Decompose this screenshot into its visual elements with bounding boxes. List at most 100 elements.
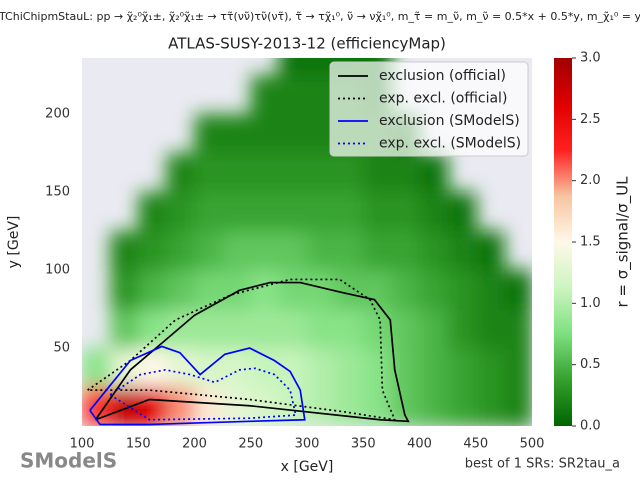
heat-cell bbox=[475, 387, 505, 426]
heat-cell bbox=[419, 348, 449, 388]
heat-cell bbox=[222, 231, 252, 271]
heat-cell bbox=[335, 387, 364, 426]
heat-cell bbox=[307, 231, 336, 271]
legend-label: exp. excl. (SModelS) bbox=[379, 136, 521, 152]
heat-cell bbox=[194, 114, 224, 154]
heat-cell bbox=[166, 270, 195, 310]
heat-cell bbox=[250, 270, 280, 310]
contour-line bbox=[94, 281, 410, 423]
heat-cell bbox=[138, 348, 167, 388]
legend-box bbox=[329, 61, 529, 157]
heat-cell bbox=[335, 348, 364, 388]
heat-cell bbox=[447, 309, 477, 349]
heat-cell bbox=[475, 270, 505, 310]
supertitle: TChiChipmStauL: pp → χ̃₂⁰χ̃₁±, χ̃₂⁰χ̃₁± … bbox=[0, 10, 640, 23]
heat-cell bbox=[307, 153, 336, 193]
x-tick-label: 300 bbox=[295, 437, 320, 452]
y-tick-label: 150 bbox=[45, 185, 70, 200]
heat-cell bbox=[278, 231, 308, 271]
heat-cell bbox=[222, 153, 252, 193]
heat-cell bbox=[391, 192, 420, 232]
x-axis-label: x [GeV] bbox=[281, 459, 334, 475]
heat-cell bbox=[278, 309, 308, 349]
heat-cell bbox=[250, 309, 280, 349]
heat-cell bbox=[363, 231, 392, 271]
heat-cell bbox=[278, 75, 308, 115]
colorbar-label: r = σ_signal/σ_UL bbox=[614, 176, 633, 308]
heat-cell bbox=[166, 192, 195, 232]
heat-cell bbox=[250, 75, 280, 115]
chart-title: ATLAS-SUSY-2013-12 (efficiencyMap) bbox=[168, 35, 446, 53]
heat-cell bbox=[307, 58, 336, 76]
heat-cell bbox=[503, 309, 532, 349]
heat-cell bbox=[278, 192, 308, 232]
heat-cell bbox=[166, 231, 195, 271]
heat-cell bbox=[447, 270, 477, 310]
y-axis-label: y [GeV] bbox=[6, 216, 22, 269]
heat-cell bbox=[166, 153, 195, 193]
heat-cell bbox=[503, 270, 532, 310]
heat-cell bbox=[222, 192, 252, 232]
contour-line bbox=[109, 367, 297, 421]
legend: exclusion (official) exp. excl. (official… bbox=[329, 61, 529, 157]
legend-label: exclusion (official) bbox=[379, 68, 506, 84]
colorbar-tick-label: 1.0 bbox=[580, 296, 601, 311]
heatmap bbox=[82, 58, 532, 426]
heat-cell bbox=[194, 153, 224, 193]
colorbar-tick-label: 0.0 bbox=[580, 419, 601, 434]
heat-cell bbox=[335, 153, 364, 193]
x-tick-label: 200 bbox=[182, 437, 207, 452]
heat-cell bbox=[222, 114, 252, 154]
x-tick-label: 350 bbox=[351, 437, 376, 452]
heat-cell bbox=[307, 387, 336, 426]
heat-cell bbox=[194, 270, 224, 310]
heat-cell bbox=[250, 231, 280, 271]
heat-cell bbox=[278, 153, 308, 193]
colorbar-tick-label: 2.5 bbox=[580, 112, 601, 127]
y-tick-label: 50 bbox=[53, 341, 70, 356]
heat-cell bbox=[419, 153, 449, 193]
footer: best of 1 SRs: SR2tau_a bbox=[465, 457, 620, 472]
heat-cell bbox=[419, 387, 449, 426]
heat-cell bbox=[391, 309, 420, 349]
heat-cell bbox=[335, 270, 364, 310]
heat-cell bbox=[82, 348, 111, 388]
heat-cell bbox=[419, 309, 449, 349]
x-tick-label: 500 bbox=[520, 437, 545, 452]
colorbar bbox=[554, 58, 572, 426]
heat-cell bbox=[110, 387, 139, 426]
heat-cell bbox=[138, 387, 167, 426]
heat-cell bbox=[363, 348, 392, 388]
contours bbox=[87, 278, 410, 426]
heat-cell bbox=[335, 192, 364, 232]
heat-cell bbox=[250, 153, 280, 193]
heat-cell bbox=[194, 192, 224, 232]
contour-line bbox=[89, 345, 306, 426]
heat-cell bbox=[110, 231, 139, 271]
colorbar-tick-label: 1.5 bbox=[580, 235, 601, 250]
heat-cell bbox=[307, 348, 336, 388]
heat-cell bbox=[278, 348, 308, 388]
heat-cell bbox=[307, 192, 336, 232]
heat-cell bbox=[419, 192, 449, 232]
heat-cell bbox=[503, 387, 532, 426]
heat-cell bbox=[194, 387, 224, 426]
heat-cell bbox=[138, 270, 167, 310]
y-tick-label: 100 bbox=[45, 263, 70, 278]
heat-cell bbox=[138, 231, 167, 271]
heat-cell bbox=[447, 387, 477, 426]
heat-cell bbox=[391, 153, 420, 193]
heat-cell bbox=[335, 231, 364, 271]
colorbar-tick-label: 0.5 bbox=[580, 357, 601, 372]
heat-cell bbox=[391, 387, 420, 426]
x-tick-label: 150 bbox=[126, 437, 151, 452]
heat-cell bbox=[419, 231, 449, 271]
heat-cell bbox=[307, 309, 336, 349]
heat-cell bbox=[475, 348, 505, 388]
heat-cell bbox=[391, 270, 420, 310]
heat-cell bbox=[110, 270, 139, 310]
legend-label: exclusion (SModelS) bbox=[379, 113, 520, 129]
heat-cell bbox=[447, 192, 477, 232]
colorbar-tick-label: 3.0 bbox=[580, 51, 601, 66]
